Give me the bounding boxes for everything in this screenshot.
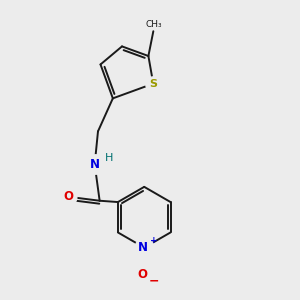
Text: H: H: [105, 153, 114, 163]
Text: O: O: [63, 190, 73, 203]
Text: CH₃: CH₃: [145, 20, 162, 28]
Text: −: −: [149, 275, 159, 288]
Text: O: O: [138, 268, 148, 281]
Text: +: +: [150, 236, 157, 245]
Text: N: N: [138, 241, 148, 254]
Text: S: S: [149, 79, 157, 88]
Text: N: N: [90, 158, 100, 171]
